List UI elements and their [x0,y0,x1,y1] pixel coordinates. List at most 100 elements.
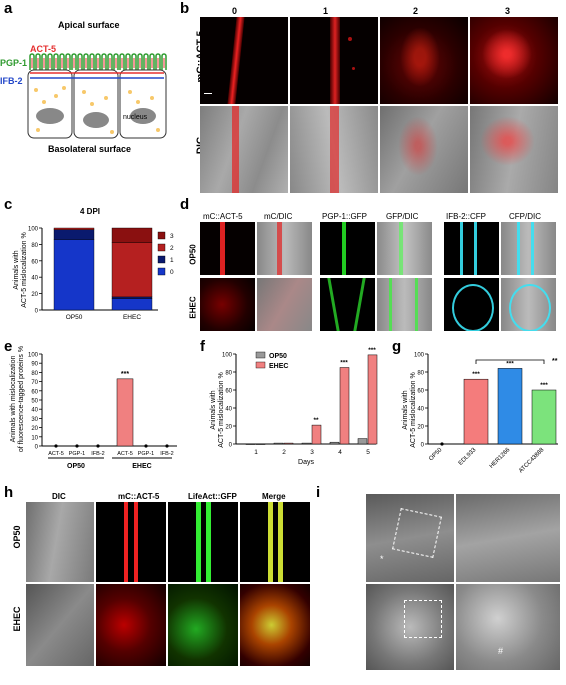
c-bar-op50-1 [53,229,95,240]
g-ytick-label: 100 [414,353,425,359]
h-col-mc-act5: mC::ACT-5 [118,492,160,501]
b-img-mc-1 [290,17,378,104]
h-row-ehec: EHEC [12,606,22,632]
d-col-cfp-dic: CFP/DIC [509,212,541,221]
d-img-ehec-cfp [444,278,499,331]
d-col-mc-act5: mC::ACT-5 [203,212,243,221]
c-legend-label: 1 [170,257,174,264]
c-ytick-label: 20 [31,292,38,298]
d-img-ehec-gfp [320,278,375,331]
e-xtick-label: PGP-1 [138,451,155,457]
h-img-ehec-mc [96,584,166,666]
f-ytick-label: 0 [229,443,233,449]
f-ytick-label: 20 [225,425,232,431]
panel-a-diagram: Apical surface ACT-5 PGP-1 IFB-2 nucleus… [0,18,175,168]
e-ytick-label: 80 [31,371,38,377]
e-xtick-label: ACT-5 [117,451,133,457]
e-point-pgp-1 [144,444,148,448]
d-row-ehec: EHEC [188,296,198,319]
d-img-op50-cfp [444,222,499,275]
basolateral-surface-label: Basolateral surface [48,144,132,154]
f-ytick-label: 40 [225,407,232,413]
d-row-op50: OP50 [188,244,198,265]
panel-h-label: h [4,484,14,501]
g-bar-edl933 [463,378,489,445]
c-legend-swatch [157,231,166,240]
d-img-op50-mc [200,222,255,275]
panel-c-label: c [4,196,13,213]
panel-e-label: e [4,338,13,355]
c-bar-ehec-2 [111,242,153,298]
g-sig-bracket [475,359,545,364]
d-col-mc-dic: mC/DIC [264,212,293,221]
d-img-op50-cfpdic [501,222,556,275]
c-legend-swatch [157,255,166,264]
d-img-op50-gfp [320,222,375,275]
e-ytick-label: 100 [28,353,39,359]
h-img-op50-mc [96,502,166,582]
f-sig-label: ** [313,417,319,424]
f-xtick-label: 2 [282,449,286,456]
f-bar-ehec-day2 [283,442,294,445]
c-legend-label: 3 [170,233,174,240]
f-xtick-label: 3 [310,449,314,456]
f-bar-op50-day3 [301,442,312,445]
pgp1-label: PGP-1 [0,58,28,68]
b-img-mc-0 [200,17,288,104]
e-group-op50: OP50 [67,463,85,470]
f-legend-label: OP50 [269,353,287,360]
f-xtick-label: 1 [254,449,258,456]
h-img-op50-gfp [168,502,238,582]
d-col-gfp-dic: GFP/DIC [386,212,419,221]
h-img-ehec-merge [240,584,310,666]
d-img-op50-gfpdic [377,222,432,275]
e-ytick-label: 10 [31,435,38,441]
e-xtick-label: ACT-5 [48,451,64,457]
c-bar-op50-2 [53,227,95,230]
f-bar-op50-day1 [245,443,256,445]
g-sig-label: *** [540,382,548,389]
e-ytick-label: 0 [35,445,39,451]
c-xtick-label: OP50 [66,314,83,321]
e-xtick-label: IFB-2 [91,451,104,457]
e-ytick-label: 30 [31,417,38,423]
g-bar-atcc43888 [531,389,557,445]
chart-g: 0 20 40 60 80 100 OP50 *** EDL933 *** HER1266 *** AT… [414,353,558,475]
e-point-pgp-1 [75,444,79,448]
c-bar-ehec-1 [111,296,153,299]
e-ytick-label: 40 [31,408,38,414]
b-col-2: 2 [413,6,419,16]
i-mark-hash: # [498,646,504,656]
c-ytick-label: 60 [31,259,38,265]
h-img-op50-dic [26,502,94,582]
f-xtick-label: 4 [338,449,342,456]
g-sig-label: *** [506,360,514,367]
h-col-lifeact: LifeAct::GFP [188,492,237,501]
i-img-ehec-zoom: # [456,584,560,670]
apical-surface-label: Apical surface [58,20,120,30]
b-img-dic-2 [380,106,468,193]
i-img-ehec-overview [366,584,454,670]
c-ytick-label: 0 [35,309,39,315]
b-col-1: 1 [323,6,329,16]
h-img-ehec-gfp [168,584,238,666]
d-img-ehec-mcdic [257,278,312,331]
e-sig-label: *** [121,371,129,378]
ifb2-label: IFB-2 [0,76,23,86]
f-bar-ehec-day1 [255,443,266,445]
g-xtick-label: HER1266 [489,447,512,470]
c-legend-label: 0 [170,269,174,276]
f-legend-swatch [255,351,266,359]
e-xtick-label: PGP-1 [69,451,86,457]
b-img-mc-2 [380,17,468,104]
panel-a-label: a [4,0,13,17]
f-ytick-label: 80 [225,371,232,377]
h-row-op50: OP50 [12,525,22,549]
panel-g-label: g [392,338,402,355]
i-mark-star: * [380,554,384,564]
b-img-mc-3 [470,17,558,104]
enterocyte-schematic [27,53,167,139]
h-img-op50-merge [240,502,310,582]
c-legend-label: 2 [170,245,174,252]
g-xtick-label: ATCC43888 [518,447,546,475]
